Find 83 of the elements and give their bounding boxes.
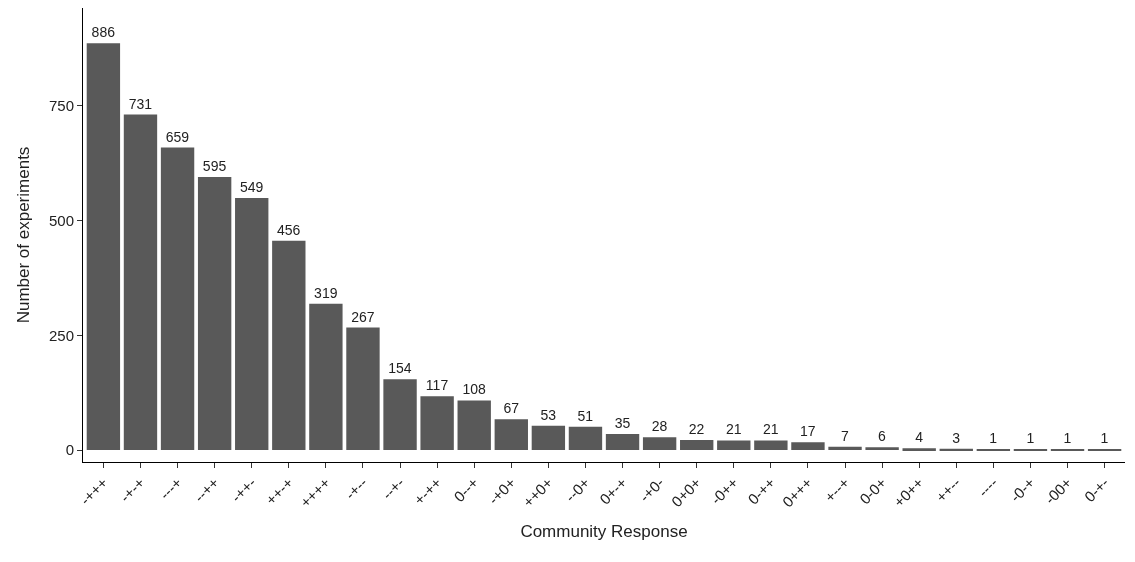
data-label: 53: [540, 406, 557, 423]
bar: [346, 327, 380, 451]
x-tick-label: -+-+: [116, 473, 149, 506]
data-label: 7: [841, 427, 850, 444]
data-label: 267: [351, 308, 375, 325]
y-tick-label: 500: [48, 211, 74, 229]
x-axis-title: Community Response: [520, 522, 688, 542]
x-tick-label: +-++: [410, 473, 445, 509]
y-axis-title: Number of experiments: [13, 146, 33, 324]
data-label: 1: [989, 430, 998, 446]
data-label: 67: [503, 400, 520, 417]
x-tick-label: +--+: [820, 473, 853, 506]
x-tick-label: -+0-: [635, 473, 668, 506]
x-tick-label: --+-: [378, 473, 408, 503]
x-tick-label: -++-: [227, 473, 260, 506]
bar: [828, 446, 862, 451]
bar: [902, 448, 936, 451]
bar: [494, 419, 528, 451]
data-label: 595: [202, 157, 227, 174]
bar: [197, 176, 232, 451]
data-label: 1: [1026, 430, 1035, 446]
data-label: 549: [239, 179, 264, 196]
data-label: 6: [878, 428, 887, 445]
x-tick-label: -+++: [76, 473, 111, 509]
data-label: 51: [577, 407, 594, 424]
x-tick-label: 0-++: [744, 473, 779, 508]
data-label: 456: [277, 221, 301, 238]
x-tick-label: ++-+: [262, 473, 297, 509]
x-tick-label: ++0+: [519, 473, 556, 511]
y-tick-label: 0: [65, 441, 74, 459]
bar: [383, 379, 417, 451]
x-tick-label: -0++: [707, 473, 742, 508]
data-label: 154: [388, 360, 412, 377]
bar: [865, 447, 899, 451]
data-label: 108: [462, 381, 486, 398]
x-tick-label: 0+-+: [596, 473, 631, 508]
x-tick-label: -00+: [1041, 473, 1076, 508]
bar: [680, 439, 714, 451]
y-tick-label: 250: [48, 326, 74, 344]
data-label: 17: [800, 423, 816, 440]
bar: [754, 440, 788, 451]
bar: [272, 240, 306, 451]
bar: [309, 303, 343, 451]
data-label: 1: [1100, 430, 1109, 446]
bar: [235, 198, 269, 451]
data-label: 4: [915, 429, 924, 446]
x-tick-label: --++: [190, 473, 223, 506]
data-label: 21: [725, 421, 742, 438]
x-tick-label: ---+: [156, 473, 186, 503]
bar: [160, 147, 195, 451]
x-tick-label: ----: [974, 473, 1001, 501]
x-tick-label: -+0+: [484, 473, 519, 508]
y-tick-label: 750: [48, 97, 74, 115]
bar: [605, 434, 640, 451]
x-tick-label: ++++: [296, 473, 334, 511]
x-tick-label: 0-+-: [1080, 473, 1113, 506]
data-label: 21: [762, 421, 779, 438]
x-tick-label: -0-+: [1006, 473, 1039, 506]
bar: [123, 114, 158, 451]
bar: [457, 400, 491, 451]
x-tick-label: -+--: [341, 473, 371, 503]
data-label: 35: [614, 415, 631, 431]
x-tick-label: 0-0+: [855, 473, 890, 508]
data-label: 319: [314, 284, 338, 301]
data-label: 22: [688, 420, 705, 437]
x-tick-label: --0+: [561, 473, 594, 506]
bar: [420, 396, 454, 451]
data-label: 886: [91, 24, 116, 41]
data-label: 28: [651, 418, 668, 435]
bar: [531, 425, 566, 451]
data-label: 3: [952, 429, 961, 446]
x-tick-label: 0--+: [450, 473, 482, 506]
bar: [717, 440, 751, 451]
data-label: 1: [1063, 430, 1072, 446]
bar: [568, 426, 603, 451]
bar: [642, 437, 677, 451]
data-label: 117: [425, 377, 449, 394]
bar: [791, 442, 825, 451]
x-tick-label: +0++: [890, 473, 927, 511]
data-label: 659: [165, 128, 190, 145]
x-tick-label: ++--: [932, 473, 964, 506]
data-label: 731: [128, 95, 153, 112]
bar: [86, 43, 121, 451]
